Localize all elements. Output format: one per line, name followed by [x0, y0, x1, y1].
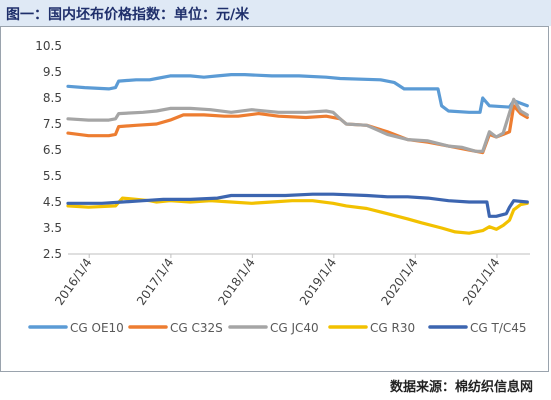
legend-label-cg-jc40: CG JC40 — [270, 321, 319, 335]
legend-label-cg-c32s: CG C32S — [170, 321, 223, 335]
legend-label-cg-r30: CG R30 — [370, 321, 415, 335]
x-tick-label: 2018/1/4 — [215, 256, 257, 308]
series-layer — [66, 73, 529, 235]
y-tick-label: 7.5 — [43, 117, 62, 131]
legend-label-cg-t-c45: CG T/C45 — [470, 321, 527, 335]
y-tick-label: 9.5 — [43, 65, 62, 79]
series-line-cg-r30 — [66, 196, 529, 235]
series-line-cg-oe10 — [66, 73, 529, 114]
y-tick-label: 10.5 — [35, 39, 62, 53]
x-tick-label: 2020/1/4 — [378, 256, 420, 308]
page-title: 图一：国内坯布价格指数：单位：元/米 — [6, 7, 250, 23]
y-tick-label: 4.5 — [43, 195, 62, 209]
x-tick-label: 2019/1/4 — [297, 256, 339, 308]
x-tick-label: 2021/1/4 — [460, 256, 502, 308]
series-line-cg-jc40 — [66, 97, 529, 153]
x-tick-label: 2017/1/4 — [134, 256, 176, 308]
axes-layer: 2.5 3.5 4.5 5.5 6.5 7.5 8.5 9.5 10.5 2016/1/4 2017… — [35, 39, 530, 308]
y-tick-label: 8.5 — [43, 91, 62, 105]
x-tick-label: 2016/1/4 — [52, 256, 94, 308]
title-bar: 图一：国内坯布价格指数：单位：元/米 — [0, 0, 551, 26]
y-tick-label: 6.5 — [43, 143, 62, 157]
source-note: 数据来源：棉纺织信息网 — [389, 380, 533, 395]
y-tick-label: 2.5 — [43, 247, 62, 261]
y-tick-label: 5.5 — [43, 169, 62, 183]
chart-frame — [0, 26, 549, 372]
line-chart: 2.5 3.5 4.5 5.5 6.5 7.5 8.5 9.5 10.5 2016/1/4 2017… — [28, 39, 530, 335]
y-tick-label: 3.5 — [43, 221, 62, 235]
series-line-cg-t-c45 — [66, 192, 529, 218]
legend: CG OE10 CG C32S CG JC40 CG R30 CG T/C45 — [28, 321, 527, 335]
legend-label-cg-oe10: CG OE10 — [70, 321, 124, 335]
